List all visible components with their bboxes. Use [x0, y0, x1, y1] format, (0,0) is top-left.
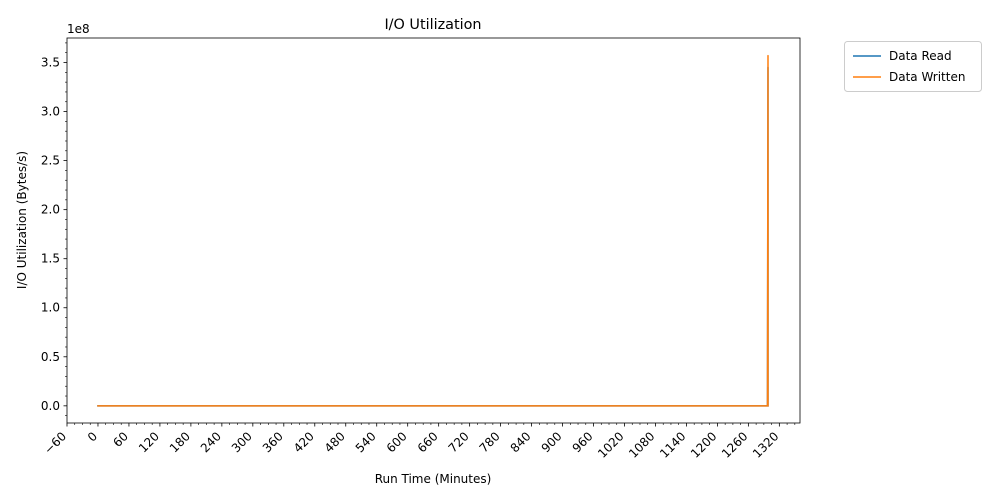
axes-spines — [66, 37, 801, 424]
y-axis-title: I/O Utilization (Bytes/s) — [15, 151, 29, 289]
y-tick-label: 0.5 — [41, 350, 60, 364]
y-tick-label: 3.5 — [41, 56, 60, 70]
legend-label-data-written: Data Written — [889, 70, 965, 84]
y-tick-label: 1.0 — [41, 301, 60, 315]
legend-label-data-read: Data Read — [889, 49, 952, 63]
y-tick-label: 2.0 — [41, 203, 60, 217]
legend: Data Read Data Written — [844, 41, 982, 92]
axes-frame — [66, 37, 801, 424]
y-tick-label: 0.0 — [41, 399, 60, 413]
y-tick-label: 3.0 — [41, 105, 60, 119]
y-offset-label: 1e8 — [67, 22, 90, 36]
y-tick-label: 2.5 — [41, 154, 60, 168]
x-axis-title: Run Time (Minutes) — [375, 472, 492, 486]
y-axis: 0.0 0.5 1.0 1.5 2.0 2.5 3.0 3.5 — [41, 42, 67, 416]
chart-title: I/O Utilization — [384, 17, 481, 33]
series-layer — [97, 54, 769, 407]
legend-box — [844, 41, 982, 92]
y-tick-label: 1.5 — [41, 252, 60, 266]
series-line-data-written — [97, 54, 769, 407]
